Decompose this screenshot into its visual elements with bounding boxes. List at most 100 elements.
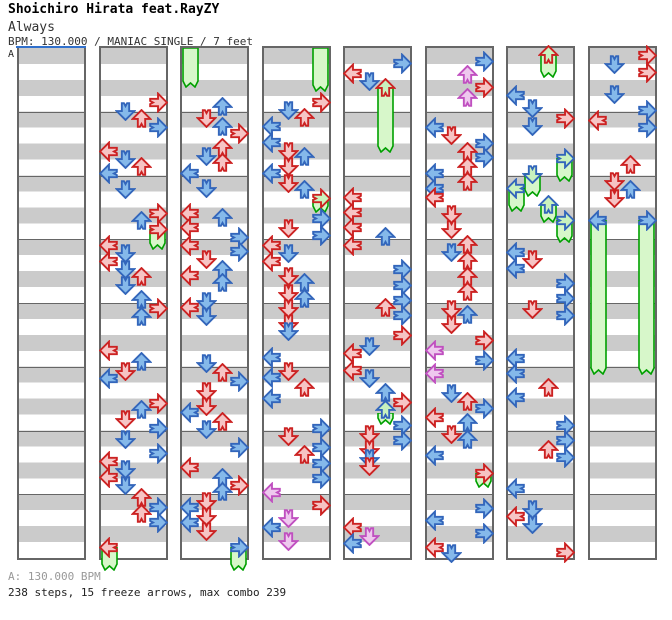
arrow-left-icon	[342, 61, 364, 85]
measure-line	[345, 366, 410, 368]
arrow-up-icon	[293, 272, 316, 294]
arrow-down-icon	[277, 507, 300, 528]
arrow-down-icon	[114, 258, 137, 279]
measure-line	[182, 366, 247, 368]
measure-line	[101, 175, 166, 177]
arrow-down-icon	[358, 525, 381, 546]
arrow-down-icon	[440, 313, 463, 334]
arrow-right-icon	[554, 208, 576, 232]
arrow-left-icon	[261, 515, 283, 539]
measure-line	[427, 430, 492, 432]
arrow-right-icon	[554, 271, 576, 295]
arrow-left-icon	[342, 341, 364, 365]
arrow-down-icon	[277, 99, 300, 120]
arrow-down-icon	[114, 242, 137, 263]
measure-line	[590, 239, 655, 241]
arrow-down-icon	[114, 428, 137, 449]
arrow-up-icon	[293, 444, 316, 466]
arrow-down-icon	[277, 140, 300, 161]
arrow-down-icon	[358, 455, 381, 476]
arrow-up-icon	[211, 152, 234, 174]
arrow-left-icon	[424, 443, 446, 467]
bpm-difficulty-line: BPM: 130.000 / MANIAC SINGLE / 7 feet	[8, 35, 254, 48]
arrow-left-icon	[505, 346, 527, 370]
arrow-left-icon	[424, 361, 446, 385]
arrow-right-icon	[554, 146, 576, 170]
arrow-up-icon	[374, 399, 397, 421]
arrow-up-icon	[456, 141, 479, 163]
arrow-right-icon	[391, 51, 413, 75]
arrow-right-icon	[147, 217, 169, 241]
freeze-arrow-body	[589, 219, 607, 379]
arrow-up-icon	[130, 487, 153, 509]
arrow-right-icon	[636, 98, 658, 122]
arrow-left-icon	[505, 83, 527, 107]
arrow-up-icon	[537, 439, 560, 461]
arrow-right-icon	[473, 75, 495, 99]
measure-line	[19, 494, 84, 496]
arrow-down-icon	[277, 297, 300, 318]
arrow-down-icon	[277, 217, 300, 238]
arrow-right-icon	[228, 435, 250, 459]
measure-line	[427, 175, 492, 177]
arrow-up-icon	[211, 137, 234, 159]
arrow-up-icon	[130, 108, 153, 130]
arrow-down-icon	[277, 265, 300, 286]
arrow-left-icon	[424, 508, 446, 532]
arrow-left-icon	[179, 400, 201, 424]
arrow-left-icon	[424, 405, 446, 429]
arrow-up-icon	[456, 156, 479, 178]
arrow-down-icon	[195, 177, 218, 198]
arrow-down-icon	[521, 248, 544, 269]
arrow-down-icon	[603, 170, 626, 191]
arrow-left-icon	[98, 465, 120, 489]
arrow-right-icon	[554, 540, 576, 564]
arrow-down-icon	[195, 395, 218, 416]
measure-line	[345, 175, 410, 177]
arrow-down-icon	[358, 70, 381, 91]
arrow-down-icon	[440, 298, 463, 319]
arrow-right-icon	[554, 106, 576, 130]
arrow-left-icon	[261, 365, 283, 389]
arrow-up-icon	[211, 362, 234, 384]
arrow-right-icon	[310, 186, 332, 210]
arrow-up-icon	[211, 207, 234, 229]
arrow-up-icon	[456, 304, 479, 326]
arrow-down-icon	[195, 145, 218, 166]
arrow-up-icon	[293, 377, 316, 399]
arrow-right-icon	[228, 473, 250, 497]
arrow-down-icon	[114, 474, 137, 495]
arrow-down-icon	[521, 498, 544, 519]
arrow-down-icon	[521, 97, 544, 118]
measure-line	[182, 175, 247, 177]
arrow-left-icon	[179, 215, 201, 239]
arrow-up-icon	[130, 266, 153, 288]
arrow-down-icon	[521, 298, 544, 319]
arrow-right-icon	[228, 369, 250, 393]
freeze-arrow-body	[377, 87, 394, 157]
arrow-right-icon	[391, 288, 413, 312]
arrow-down-icon	[277, 360, 300, 381]
freeze-arrow-body	[638, 219, 656, 379]
arrow-left-icon	[505, 240, 527, 264]
arrow-up-icon	[130, 351, 153, 373]
arrow-left-icon	[342, 358, 364, 382]
measure-line	[590, 494, 655, 496]
measure-line	[590, 430, 655, 432]
measure-line	[101, 303, 166, 304]
measure-line	[101, 494, 166, 496]
arrow-right-icon	[147, 391, 169, 415]
measure-line	[427, 239, 492, 241]
measure-line	[19, 111, 84, 113]
arrow-right-icon	[147, 115, 169, 139]
section-bpm-footer: A: 130.000 BPM	[8, 570, 101, 583]
arrow-left-icon	[98, 338, 120, 362]
arrow-left-icon	[424, 535, 446, 559]
arrow-left-icon	[261, 345, 283, 369]
arrow-right-icon	[310, 206, 332, 230]
arrow-left-icon	[342, 233, 364, 257]
arrow-right-icon	[636, 60, 658, 84]
arrow-left-icon	[179, 510, 201, 534]
arrow-left-icon	[98, 535, 120, 559]
